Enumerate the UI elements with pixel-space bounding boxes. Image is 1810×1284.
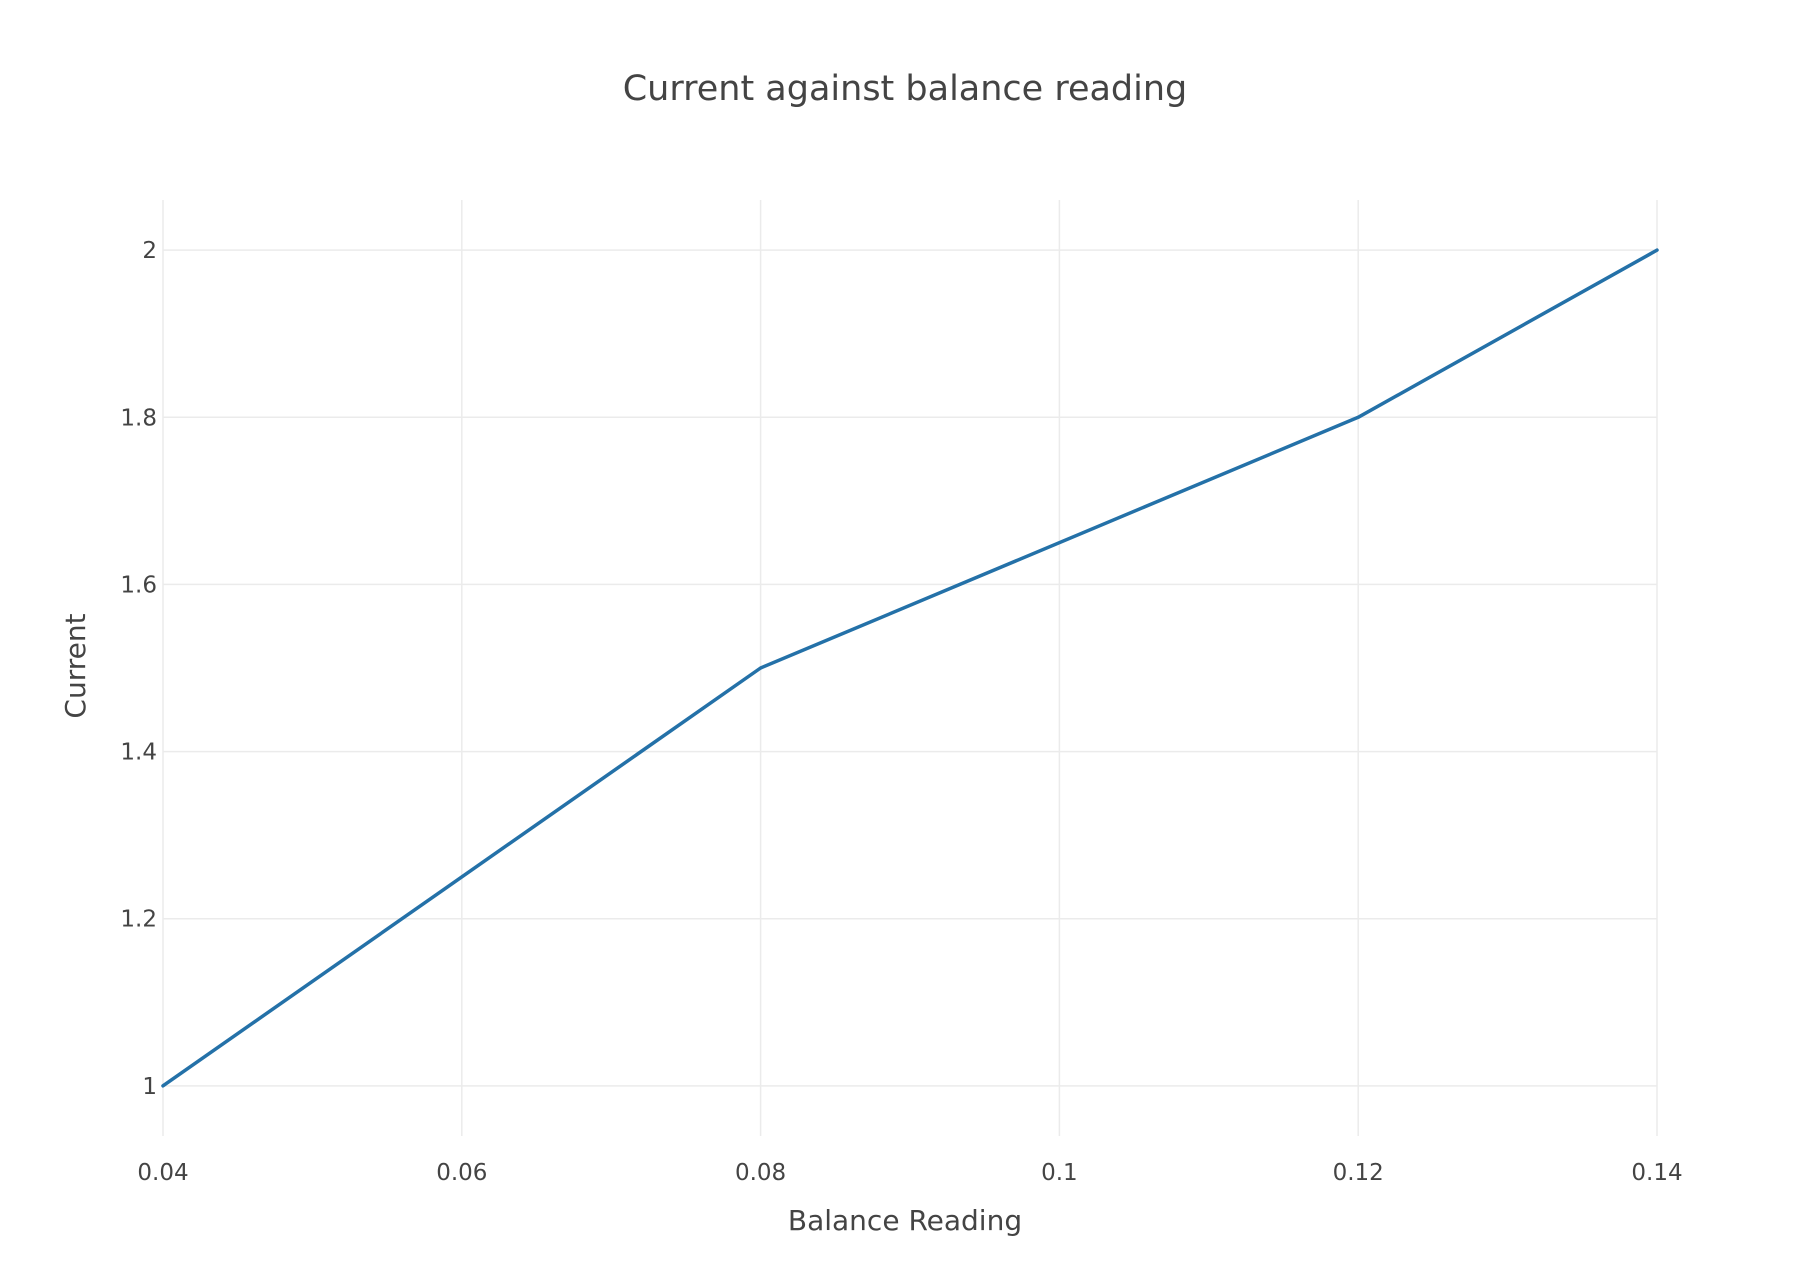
y-tick-label: 1.6 [120,572,157,598]
x-tick-label: 0.1 [1041,1160,1078,1186]
series-line [161,248,1659,1088]
y-tick-label: 2 [142,238,157,264]
chart-title: Current against balance reading [623,69,1188,109]
x-axis-ticks: 0.04 0.06 0.08 0.1 0.12 0.14 [137,1160,1682,1186]
x-tick-label: 0.12 [1333,1160,1384,1186]
y-tick-label: 1.2 [120,907,157,933]
y-axis-title: Current [59,613,92,718]
series-layer [161,248,1659,1088]
y-tick-label: 1 [142,1074,157,1100]
x-tick-label: 0.04 [137,1160,188,1186]
y-axis-ticks: 1 1.2 1.4 1.6 1.8 2 [120,238,157,1100]
x-tick-label: 0.06 [436,1160,487,1186]
x-tick-label: 0.14 [1631,1160,1682,1186]
y-tick-label: 1.4 [120,740,157,766]
gridlines [162,200,1658,1136]
y-tick-label: 1.8 [120,405,157,431]
x-axis-title: Balance Reading [788,1204,1022,1237]
x-tick-label: 0.08 [735,1160,786,1186]
